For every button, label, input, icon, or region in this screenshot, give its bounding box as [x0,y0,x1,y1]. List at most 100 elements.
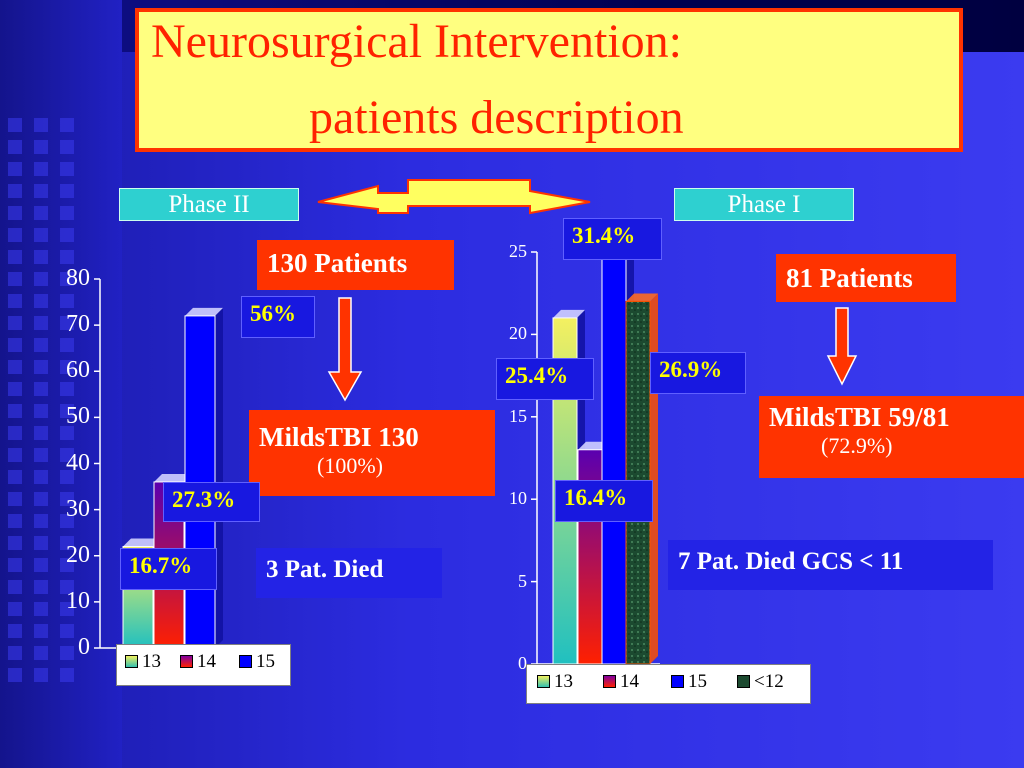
decor-square [34,382,48,396]
bar-15 [601,241,627,665]
phase2-pct-main: 56% [241,296,315,338]
decor-square [60,338,74,352]
decor-square [8,118,22,132]
phase2-label-13: 16.7% [120,548,217,590]
legend-item: 14 [603,671,639,693]
decor-square [60,206,74,220]
y-tick-label: 20 [509,323,527,344]
legend-item: 14 [180,651,216,673]
phase-i-label: Phase I [674,188,854,221]
decor-square [34,118,48,132]
y-tick-label: 5 [518,570,527,591]
phase1-mild-box: MildsTBI 59/81 (72.9%) [759,396,1024,478]
decor-square [60,536,74,550]
slide-title-line2: patients description [309,91,684,144]
decor-square [60,162,74,176]
phase1-label-13: 25.4% [496,358,594,400]
decor-square [8,294,22,308]
decor-square [8,250,22,264]
decor-square [60,448,74,462]
decor-square [60,624,74,638]
decor-square [8,602,22,616]
phase-ii-label: Phase II [119,188,299,221]
decor-square [8,228,22,242]
decor-square [60,118,74,132]
decor-square [60,382,74,396]
decor-square [8,624,22,638]
decor-square [34,338,48,352]
y-tick-label: 80 [66,265,90,291]
decor-square [60,580,74,594]
phase2-legend: 13 14 15 [116,644,291,686]
y-tick-label: 30 [66,495,90,522]
decor-square [8,360,22,374]
decor-square [34,602,48,616]
decor-square [8,536,22,550]
decor-square [60,228,74,242]
bar-top-13 [553,309,585,318]
decor-square [8,404,22,418]
bar-side-<12 [650,293,658,664]
decor-square [34,624,48,638]
title-box: Neurosurgical Intervention: patients des… [135,8,963,152]
decor-square [8,162,22,176]
phase1-died-box: 7 Pat. Died GCS < 11 [668,540,993,590]
legend-item: 13 [537,671,573,693]
decor-square [60,404,74,418]
decor-square [8,184,22,198]
decor-square [34,426,48,440]
decor-square [8,470,22,484]
y-tick-label: 15 [509,405,527,426]
decor-square [60,316,74,330]
decor-square [60,272,74,286]
y-tick-label: 60 [66,357,90,384]
decor-square [34,448,48,462]
decor-square [34,316,48,330]
decor-square [34,228,48,242]
y-tick-label: 0 [518,653,527,673]
decor-square [8,558,22,572]
decor-square [8,272,22,286]
decor-square [34,558,48,572]
y-tick-label: 25 [509,241,527,261]
legend-item: <12 [737,671,784,693]
decor-square [34,294,48,308]
legend-item: 15 [239,651,275,673]
decor-square [8,668,22,682]
y-tick-label: 10 [66,587,90,614]
decor-square [34,514,48,528]
decor-square [34,646,48,660]
decor-square [60,668,74,682]
bar-15 [184,315,216,649]
decor-square [60,558,74,572]
y-tick-label: 70 [66,311,90,338]
decor-square [34,668,48,682]
decor-square [60,184,74,198]
y-tick-label: 0 [78,634,90,660]
decor-square [60,250,74,264]
decor-square [60,514,74,528]
y-tick-label: 10 [509,488,527,509]
decor-square [8,206,22,220]
legend-item: 13 [125,651,161,673]
decor-square [8,580,22,594]
decor-square [34,360,48,374]
bar-top-15 [185,307,223,316]
decor-square [34,272,48,286]
decor-square [34,470,48,484]
phase2-label-14: 27.3% [163,482,260,522]
decor-square [60,360,74,374]
decor-square [34,162,48,176]
y-tick-label: 40 [66,449,90,476]
phase2-patients-box: 130 Patients [257,240,454,290]
bar-top-<12 [626,293,658,302]
y-tick-label: 20 [66,541,90,568]
decor-square [60,294,74,308]
decor-square [8,646,22,660]
decor-square [8,514,22,528]
decor-square [34,536,48,550]
phase1-legend: 13 14 15 <12 [526,664,811,704]
decor-square [34,580,48,594]
phase1-mild-line2: (72.9%) [821,433,893,458]
phase2-mild-line2: (100%) [317,453,383,478]
